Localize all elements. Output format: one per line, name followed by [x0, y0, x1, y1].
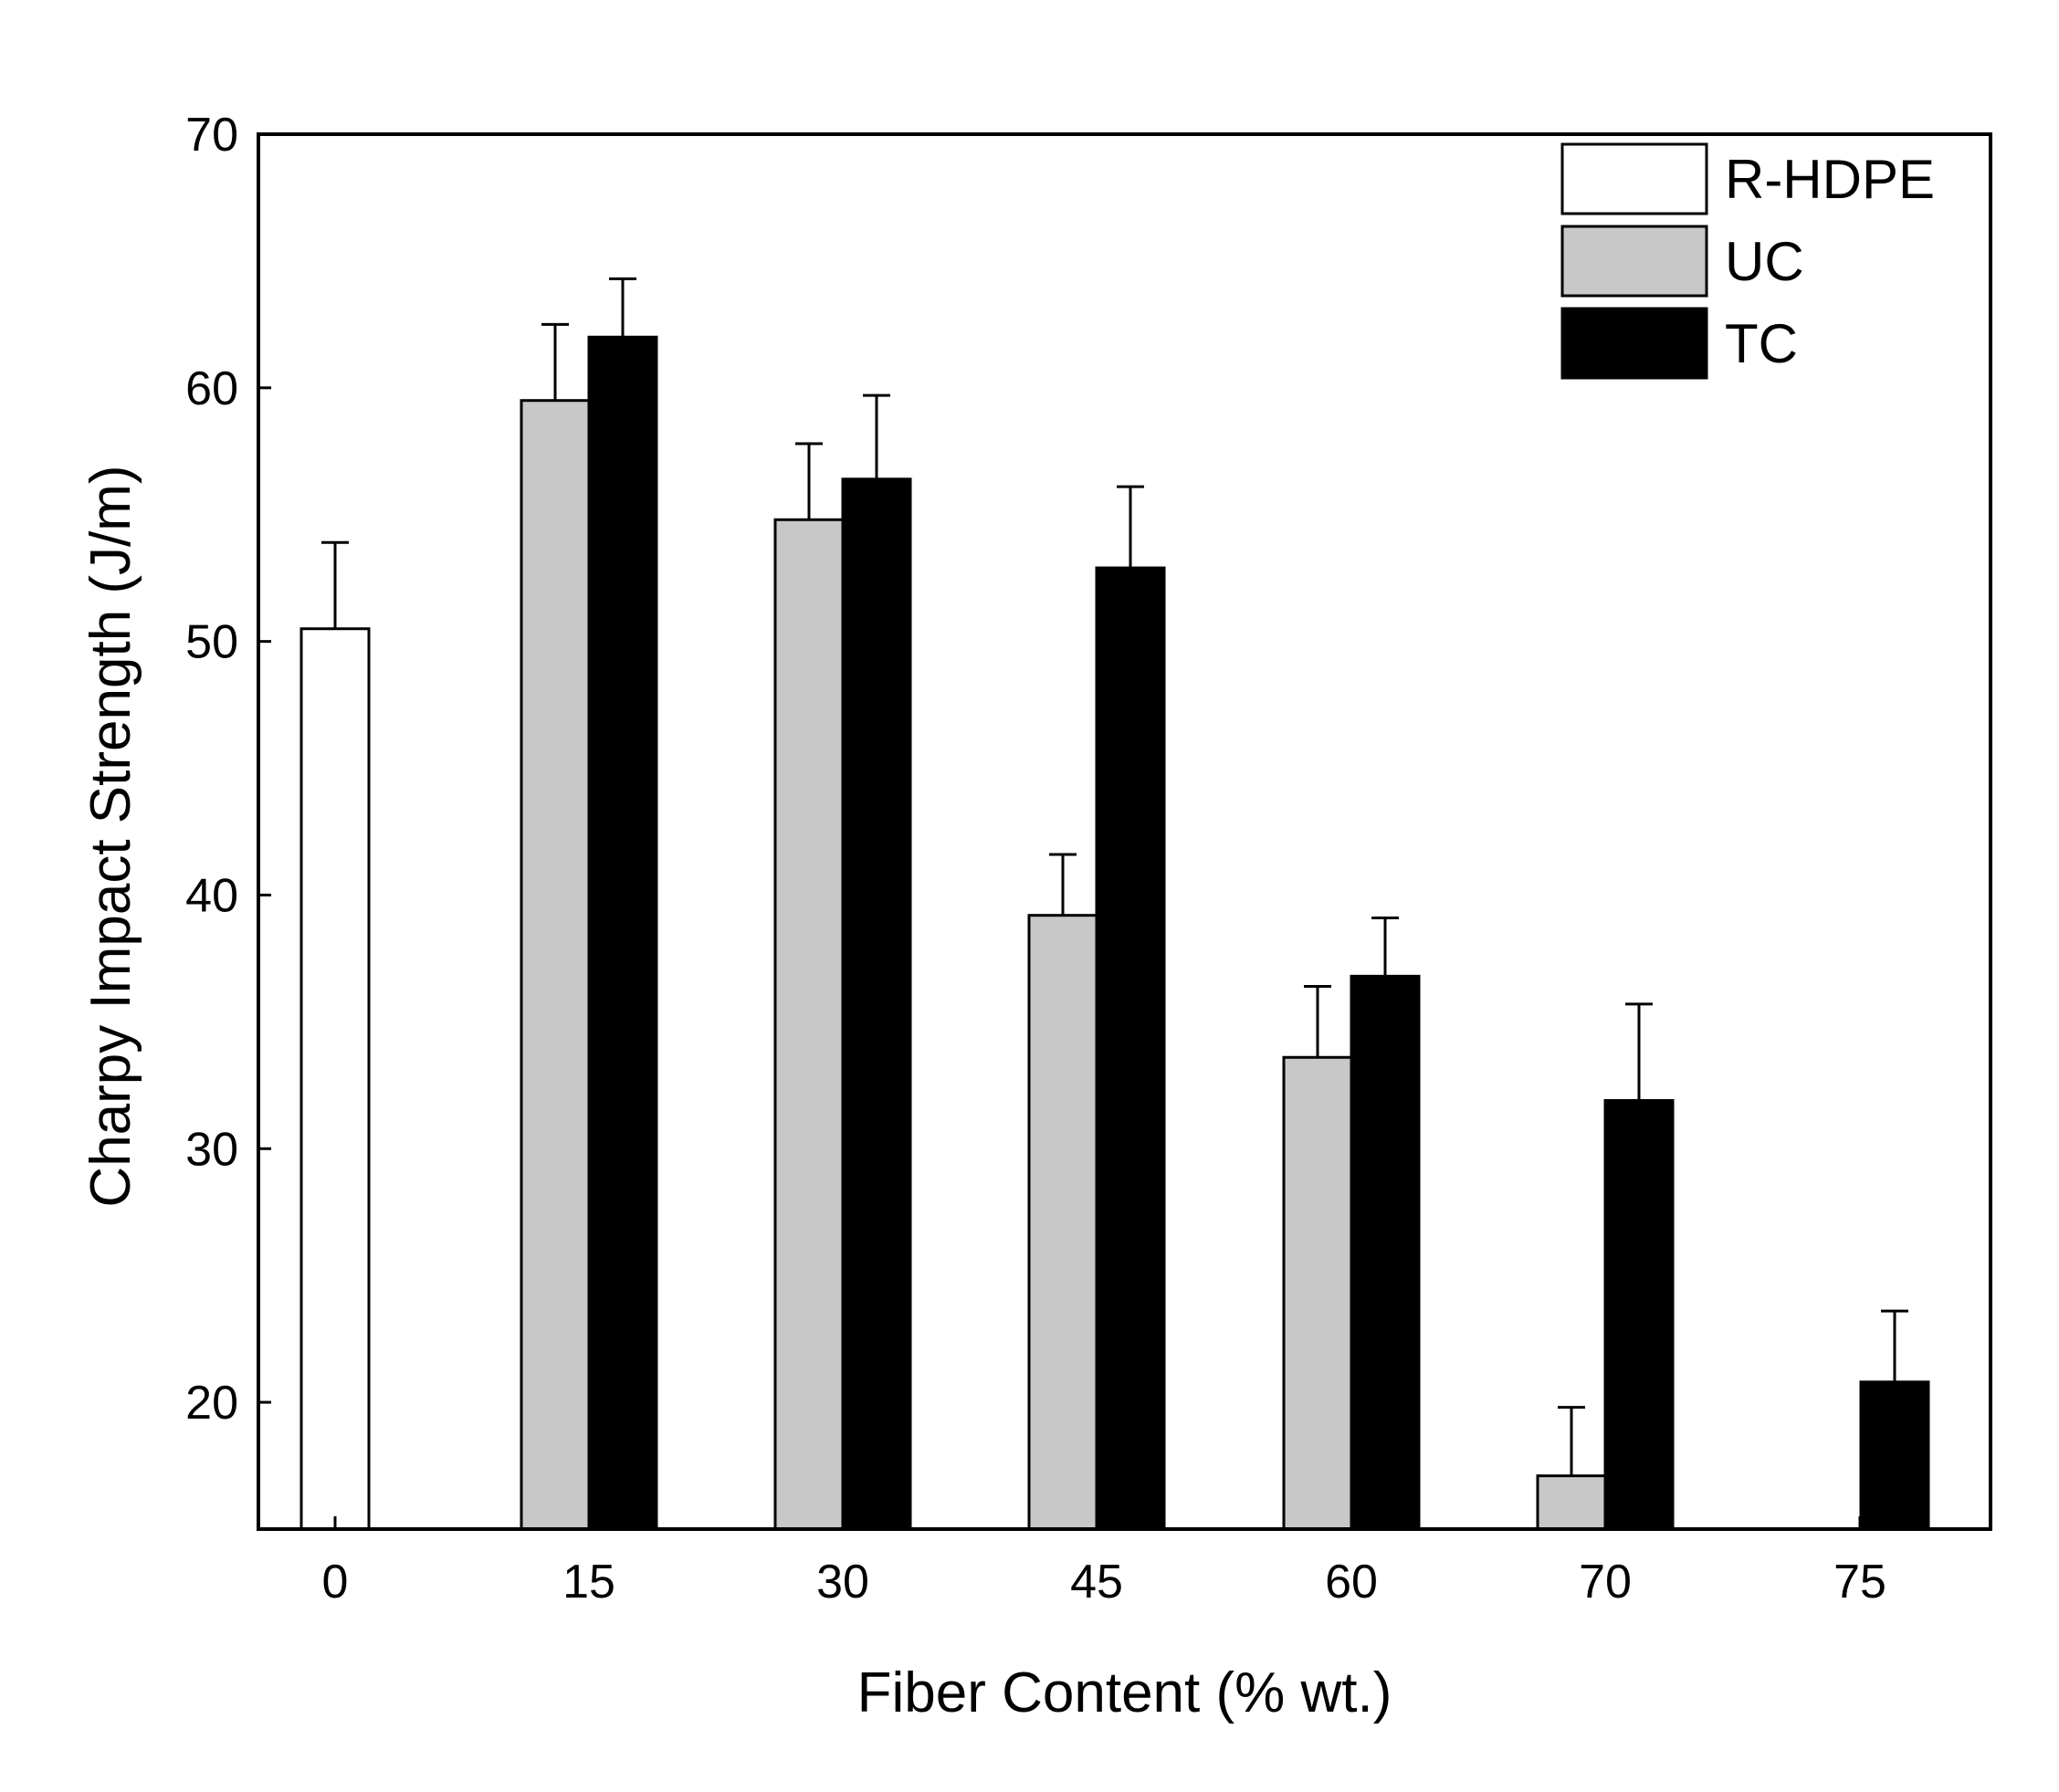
bar-tc-75 — [1859, 1380, 1930, 1531]
y-tick-label: 30 — [185, 1123, 238, 1176]
ticks-layer: 20 30 40 50 60 70 0 15 30 45 60 70 75 — [185, 109, 1886, 1609]
y-axis-title: Charpy Impact Strength (J/m) — [79, 465, 142, 1207]
x-tick-label: 60 — [1325, 1556, 1378, 1609]
bar-uc-30 — [773, 518, 845, 1531]
x-tick-label: 0 — [322, 1556, 349, 1609]
bar-tc-45 — [1095, 566, 1166, 1531]
legend: R-HDPE UC TC — [1560, 142, 1935, 380]
x-tick-label: 70 — [1579, 1556, 1632, 1609]
bar-tc-15 — [587, 335, 658, 1531]
y-tick-label: 50 — [185, 616, 238, 669]
bar-uc-70 — [1536, 1474, 1607, 1531]
legend-label-tc: TC — [1725, 313, 1798, 374]
x-tick-label: 45 — [1070, 1556, 1123, 1609]
y-tick-label: 20 — [185, 1377, 238, 1430]
legend-swatch-r-hdpe — [1560, 142, 1708, 215]
legend-swatch-tc — [1560, 307, 1708, 380]
legend-label-uc: UC — [1725, 231, 1804, 292]
bar-uc-60 — [1282, 1055, 1353, 1531]
x-tick-label: 75 — [1833, 1556, 1886, 1609]
bar-r-hdpe-0 — [299, 627, 371, 1531]
legend-label-r-hdpe: R-HDPE — [1725, 149, 1935, 210]
x-axis-title: Fiber Content (% wt.) — [857, 1661, 1392, 1724]
x-tick-label: 30 — [816, 1556, 869, 1609]
bar-tc-70 — [1603, 1098, 1675, 1531]
bar-uc-45 — [1027, 914, 1098, 1531]
y-tick-label: 70 — [185, 109, 238, 162]
bar-uc-15 — [520, 399, 591, 1531]
plot-frame — [257, 132, 1992, 1531]
x-tick-label: 15 — [562, 1556, 615, 1609]
legend-swatch-uc — [1560, 225, 1708, 298]
y-tick-label: 40 — [185, 869, 238, 922]
y-tick-label: 60 — [185, 362, 238, 415]
bar-tc-30 — [841, 477, 912, 1531]
bars-layer — [299, 277, 1930, 1531]
bar-tc-60 — [1350, 974, 1421, 1531]
